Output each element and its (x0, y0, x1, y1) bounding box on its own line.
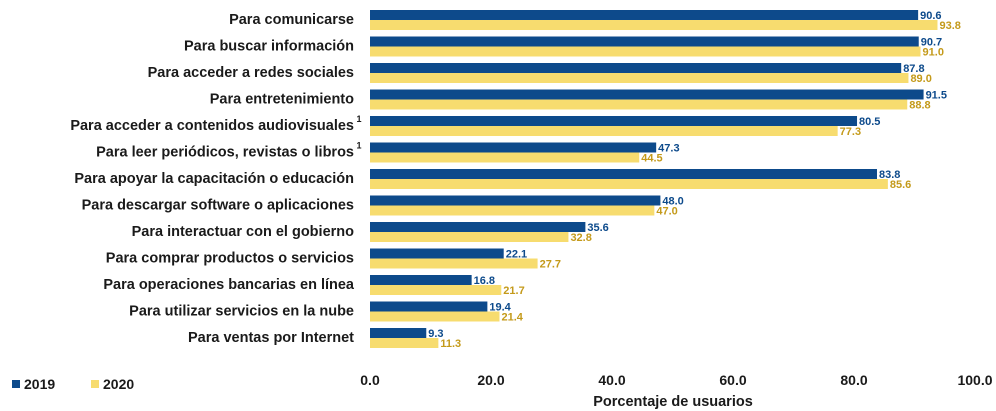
bar-2020 (370, 20, 938, 30)
bar-2019 (370, 222, 586, 232)
data-label-2019: 80.5 (859, 116, 880, 128)
category-label: Para entretenimiento (210, 92, 354, 108)
category-label: Para operaciones bancarias en línea (103, 277, 355, 293)
category-footnote-mark: 1 (356, 114, 361, 124)
data-label-2020: 89.0 (910, 73, 931, 85)
data-label-2019: 47.3 (658, 143, 679, 155)
data-label-2019: 16.8 (474, 275, 495, 287)
value-labels: 90.693.8 90.791.0 87.889.0 91.588.8 80.577.3… (428, 10, 961, 350)
bar-2020 (370, 46, 921, 57)
data-label-2019: 35.6 (587, 222, 608, 234)
data-label-2019: 91.5 (926, 90, 947, 102)
data-label-2019: 87.8 (903, 63, 924, 75)
bar-2019 (370, 328, 427, 338)
category-label: Para acceder a contenidos audiovisuales (70, 118, 354, 134)
category-footnote-mark: 1 (356, 141, 361, 151)
bar-2020 (370, 258, 538, 269)
bars (370, 10, 938, 348)
x-axis-title: Porcentaje de usuarios (593, 394, 753, 410)
category-label: Para utilizar servicios en la nube (129, 304, 354, 320)
x-tick-label: 60.0 (719, 372, 746, 388)
bar-2020 (370, 73, 909, 83)
legend: 2019 2020 (12, 376, 134, 392)
data-label-2019: 90.6 (920, 10, 941, 22)
x-tick-label: 20.0 (477, 372, 504, 388)
bar-2019 (370, 142, 657, 153)
category-label: Para apoyar la capacitación o educación (74, 171, 354, 187)
x-tick-label: 100.0 (957, 372, 992, 388)
bar-2019 (370, 63, 902, 73)
data-label-2020: 44.5 (641, 153, 662, 165)
data-label-2020: 93.8 (939, 20, 960, 32)
category-label: Para interactuar con el gobierno (132, 224, 355, 240)
category-label: Para leer periódicos, revistas o libros (96, 145, 354, 161)
legend-label-2020: 2020 (103, 376, 134, 392)
data-label-2020: 47.0 (656, 206, 677, 218)
x-tick-label: 40.0 (598, 372, 625, 388)
category-label: Para acceder a redes sociales (148, 65, 354, 81)
bar-2020 (370, 179, 888, 189)
data-label-2020: 32.8 (570, 232, 591, 244)
data-label-2020: 88.8 (909, 100, 930, 112)
bar-2020 (370, 99, 908, 110)
category-label: Para comunicarse (229, 12, 354, 28)
data-label-2020: 77.3 (840, 126, 861, 138)
x-tick-label: 0.0 (360, 372, 380, 388)
data-label-2020: 11.3 (440, 338, 461, 350)
bar-2019 (370, 301, 488, 312)
data-label-2020: 85.6 (890, 179, 911, 191)
bar-2019 (370, 275, 472, 285)
legend-label-2019: 2019 (24, 376, 55, 392)
legend-swatch-2020 (91, 380, 99, 388)
data-label-2020: 91.0 (923, 47, 944, 59)
data-label-2019: 22.1 (506, 249, 527, 261)
category-label: Para buscar información (184, 39, 354, 55)
bar-2020 (370, 311, 500, 322)
category-label: Para comprar productos o servicios (106, 251, 354, 267)
bar-2019 (370, 36, 919, 47)
category-label: Para descargar software o aplicaciones (82, 198, 354, 214)
data-label-2019: 48.0 (662, 196, 683, 208)
bar-2020 (370, 338, 439, 348)
x-tick-label: 80.0 (840, 372, 867, 388)
category-label: Para ventas por Internet (188, 330, 354, 346)
data-label-2020: 21.7 (503, 285, 524, 297)
bar-2019 (370, 195, 661, 206)
data-label-2019: 90.7 (921, 37, 942, 49)
bar-2019 (370, 89, 924, 100)
bar-2020 (370, 126, 838, 136)
data-label-2019: 9.3 (428, 328, 443, 340)
data-label-2019: 83.8 (879, 169, 900, 181)
x-axis-ticks: 0.0 20.0 40.0 60.0 80.0 100.0 (360, 372, 992, 388)
data-label-2019: 19.4 (489, 302, 511, 314)
bar-2020 (370, 152, 640, 163)
bar-2020 (370, 232, 569, 242)
category-labels: Para comunicarse Para buscar información P… (70, 12, 361, 346)
data-label-2020: 27.7 (540, 259, 561, 271)
bar-2019 (370, 248, 504, 259)
bar-2019 (370, 169, 877, 179)
bar-2019 (370, 10, 919, 20)
legend-swatch-2019 (12, 380, 20, 388)
bar-2020 (370, 285, 502, 295)
data-label-2020: 21.4 (501, 312, 523, 324)
bar-2019 (370, 116, 858, 126)
bar-2020 (370, 205, 655, 216)
